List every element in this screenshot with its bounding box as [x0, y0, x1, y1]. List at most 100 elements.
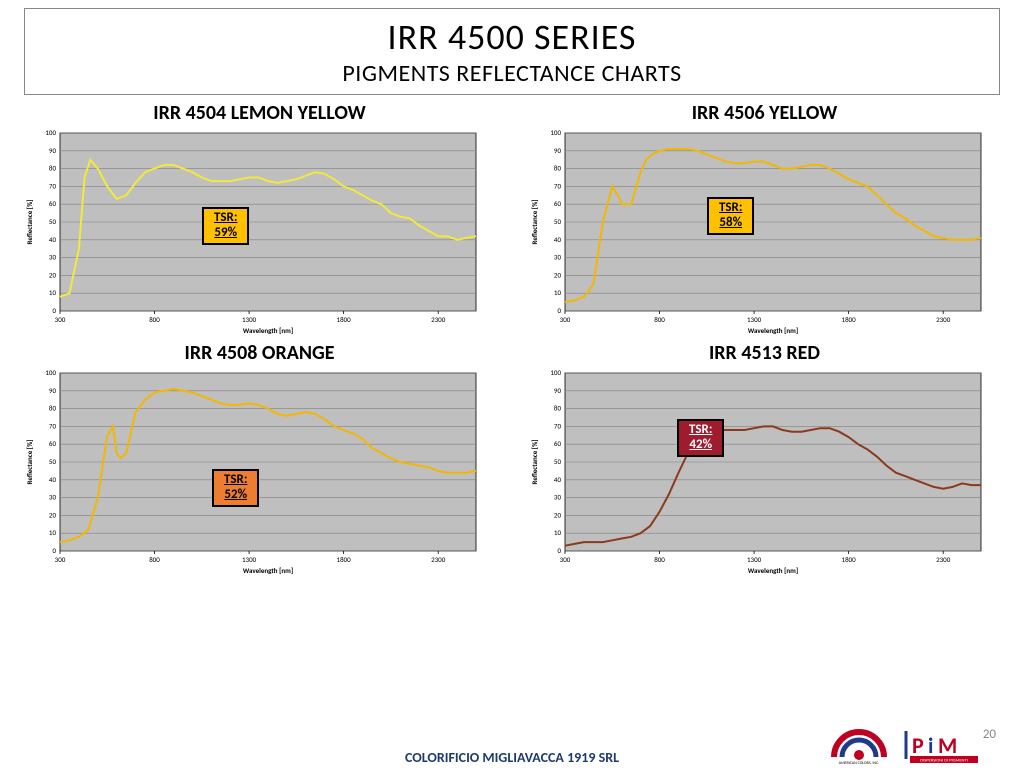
- svg-text:800: 800: [654, 555, 665, 564]
- svg-text:300: 300: [55, 555, 66, 564]
- svg-text:1300: 1300: [747, 555, 762, 564]
- svg-text:20: 20: [554, 510, 562, 519]
- chart-panel: IRR 4506 YELLOW 0 10 20 30 40 50 60 70 80 90 100 300…: [527, 101, 1002, 337]
- chart-title: IRR 4506 YELLOW: [527, 101, 1002, 125]
- svg-text:60: 60: [49, 199, 57, 208]
- chart-panel: IRR 4508 ORANGE 0 10 20 30 40 50 60 70 80 90 100 300…: [22, 341, 497, 577]
- svg-text:Reflectance [%]: Reflectance [%]: [25, 440, 34, 485]
- svg-text:0: 0: [557, 306, 561, 315]
- svg-text:AMERICAN COLORS, INC.: AMERICAN COLORS, INC.: [839, 761, 879, 765]
- svg-text:80: 80: [49, 404, 57, 413]
- svg-text:300: 300: [560, 555, 571, 564]
- company-name: COLORIFICIO MIGLIAVACCA 1919 SRL: [405, 749, 619, 766]
- chart-wrap: 0 10 20 30 40 50 60 70 80 90 100 300 800 1300 1800 2300…: [22, 127, 497, 337]
- svg-text:2300: 2300: [431, 555, 446, 564]
- pim-logo: P i M DISPERSIONI DI PIGMENTI: [904, 729, 984, 770]
- svg-text:20: 20: [554, 270, 562, 279]
- page-number: 20: [983, 727, 996, 742]
- svg-text:Reflectance [%]: Reflectance [%]: [530, 440, 539, 485]
- svg-text:50: 50: [554, 457, 562, 466]
- svg-text:Wavelength [nm]: Wavelength [nm]: [243, 566, 293, 575]
- chart-title: IRR 4513 RED: [527, 341, 1002, 365]
- svg-text:80: 80: [554, 404, 562, 413]
- svg-text:P: P: [912, 732, 924, 759]
- svg-text:70: 70: [49, 181, 57, 190]
- american-colors-logo: AMERICAN COLORS, INC.: [824, 729, 894, 770]
- svg-text:2300: 2300: [936, 315, 951, 324]
- reflectance-chart: 0 10 20 30 40 50 60 70 80 90 100 300 800 1300 1800 2300…: [22, 127, 482, 337]
- svg-text:10: 10: [554, 288, 562, 297]
- svg-text:80: 80: [554, 164, 562, 173]
- svg-text:800: 800: [654, 315, 665, 324]
- svg-text:50: 50: [49, 217, 57, 226]
- svg-text:20: 20: [49, 270, 57, 279]
- svg-text:40: 40: [49, 235, 57, 244]
- tsr-badge: TSR:42%: [677, 419, 724, 457]
- svg-text:DISPERSIONI DI PIGMENTI: DISPERSIONI DI PIGMENTI: [920, 759, 968, 764]
- svg-text:20: 20: [49, 510, 57, 519]
- svg-text:Wavelength [nm]: Wavelength [nm]: [748, 326, 798, 335]
- svg-text:100: 100: [550, 368, 561, 377]
- chart-panel: IRR 4504 LEMON YELLOW 0 10 20 30 40 50 60 70 80 90…: [22, 101, 497, 337]
- svg-text:Wavelength [nm]: Wavelength [nm]: [243, 326, 293, 335]
- svg-text:0: 0: [52, 306, 56, 315]
- svg-text:90: 90: [554, 386, 562, 395]
- svg-text:90: 90: [554, 146, 562, 155]
- chart-wrap: 0102030405060708090100300800130018002300…: [22, 367, 497, 577]
- svg-text:Wavelength [nm]: Wavelength [nm]: [748, 566, 798, 575]
- svg-text:100: 100: [45, 128, 56, 137]
- svg-text:i: i: [928, 732, 933, 759]
- svg-text:0: 0: [52, 546, 56, 555]
- reflectance-chart: 0 10 20 30 40 50 60 70 80 90 100 300 800 1300 1800 2300…: [527, 367, 987, 577]
- chart-title: IRR 4508 ORANGE: [22, 341, 497, 365]
- svg-text:30: 30: [49, 253, 57, 262]
- svg-text:100: 100: [45, 368, 56, 377]
- chart-wrap: 0 10 20 30 40 50 60 70 80 90 100 300 800 1300 1800 2300…: [527, 367, 1002, 577]
- svg-text:10: 10: [49, 528, 57, 537]
- svg-text:M: M: [938, 732, 957, 759]
- svg-text:Reflectance [%]: Reflectance [%]: [25, 200, 34, 245]
- svg-text:70: 70: [554, 181, 562, 190]
- svg-text:10: 10: [554, 528, 562, 537]
- svg-text:60: 60: [554, 199, 562, 208]
- svg-text:10: 10: [49, 288, 57, 297]
- svg-text:1300: 1300: [747, 315, 762, 324]
- svg-text:2300: 2300: [936, 555, 951, 564]
- svg-text:30: 30: [49, 493, 57, 502]
- svg-text:70: 70: [49, 421, 57, 430]
- svg-text:800: 800: [149, 315, 160, 324]
- svg-text:Reflectance [%]: Reflectance [%]: [530, 200, 539, 245]
- svg-text:60: 60: [49, 439, 57, 448]
- svg-text:2300: 2300: [431, 315, 446, 324]
- tsr-badge: TSR:52%: [212, 469, 259, 507]
- svg-text:80: 80: [49, 164, 57, 173]
- reflectance-chart: 0102030405060708090100300800130018002300…: [527, 127, 987, 337]
- tsr-badge: TSR:58%: [707, 197, 754, 235]
- svg-text:90: 90: [49, 146, 57, 155]
- svg-text:0: 0: [557, 546, 561, 555]
- tsr-badge: TSR:59%: [202, 207, 249, 245]
- svg-text:40: 40: [554, 475, 562, 484]
- svg-text:800: 800: [149, 555, 160, 564]
- svg-text:40: 40: [49, 475, 57, 484]
- chart-title: IRR 4504 LEMON YELLOW: [22, 101, 497, 125]
- chart-grid: IRR 4504 LEMON YELLOW 0 10 20 30 40 50 60 70 80 90…: [0, 99, 1024, 577]
- sub-title: PIGMENTS REFLECTANCE CHARTS: [25, 59, 999, 88]
- svg-text:50: 50: [554, 217, 562, 226]
- svg-text:300: 300: [55, 315, 66, 324]
- svg-text:70: 70: [554, 421, 562, 430]
- svg-text:300: 300: [560, 315, 571, 324]
- svg-text:40: 40: [554, 235, 562, 244]
- svg-text:1800: 1800: [842, 555, 857, 564]
- svg-text:1300: 1300: [242, 315, 257, 324]
- svg-text:1800: 1800: [337, 555, 352, 564]
- svg-text:60: 60: [554, 439, 562, 448]
- svg-text:30: 30: [554, 253, 562, 262]
- svg-text:90: 90: [49, 386, 57, 395]
- svg-text:50: 50: [49, 457, 57, 466]
- svg-text:100: 100: [550, 128, 561, 137]
- svg-text:30: 30: [554, 493, 562, 502]
- chart-panel: IRR 4513 RED 0 10 20 30 40 50 60 70 80 90 100 300 800…: [527, 341, 1002, 577]
- svg-text:1800: 1800: [337, 315, 352, 324]
- main-title: IRR 4500 SERIES: [25, 15, 999, 59]
